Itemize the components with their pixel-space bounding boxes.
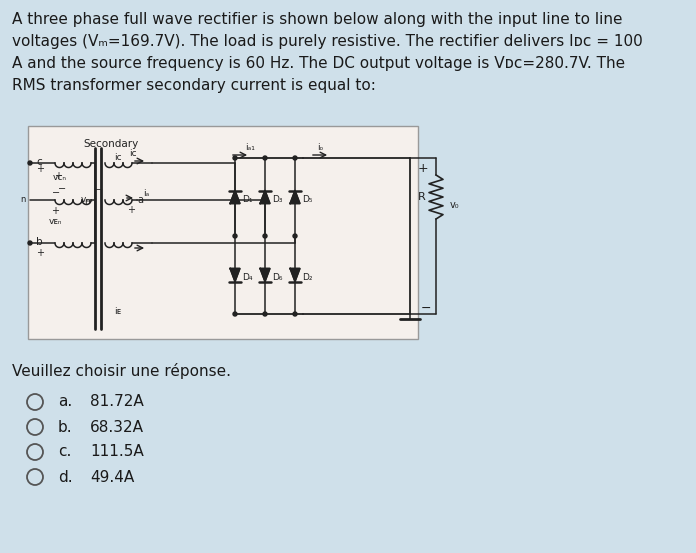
Text: −: − xyxy=(421,301,432,315)
Bar xyxy=(28,126,418,339)
Circle shape xyxy=(28,161,32,165)
Text: 68.32A: 68.32A xyxy=(90,420,144,435)
Text: −: − xyxy=(58,184,66,194)
Text: D₁: D₁ xyxy=(242,195,253,204)
Text: d.: d. xyxy=(58,469,72,484)
Circle shape xyxy=(263,234,267,238)
Text: A three phase full wave rectifier is shown below along with the input line to li: A three phase full wave rectifier is sho… xyxy=(12,12,622,27)
Circle shape xyxy=(293,312,297,316)
Text: A and the source frequency is 60 Hz. The DC output voltage is Vᴅᴄ=280.7V. The: A and the source frequency is 60 Hz. The… xyxy=(12,56,625,71)
Text: Secondary: Secondary xyxy=(83,139,139,149)
Polygon shape xyxy=(230,269,240,281)
Text: 81.72A: 81.72A xyxy=(90,394,144,410)
Text: vₐₙ: vₐₙ xyxy=(81,196,93,205)
Text: a: a xyxy=(137,195,143,205)
Text: b.: b. xyxy=(58,420,72,435)
Circle shape xyxy=(233,234,237,238)
Text: vᴄₙ: vᴄₙ xyxy=(53,174,67,182)
Circle shape xyxy=(263,156,267,160)
Text: D₂: D₂ xyxy=(302,273,313,281)
Circle shape xyxy=(263,312,267,316)
Text: a.: a. xyxy=(58,394,72,410)
Circle shape xyxy=(233,156,237,160)
Text: +: + xyxy=(54,171,62,181)
Text: +: + xyxy=(36,164,44,174)
Text: −: − xyxy=(95,185,103,195)
Text: D₆: D₆ xyxy=(272,273,283,281)
Text: iₒ: iₒ xyxy=(317,143,323,153)
Text: R: R xyxy=(418,192,426,202)
Text: iₐ₁: iₐ₁ xyxy=(245,143,255,153)
Text: RMS transformer secondary current is equal to:: RMS transformer secondary current is equ… xyxy=(12,78,376,93)
Text: v₀: v₀ xyxy=(450,200,459,210)
Polygon shape xyxy=(290,269,300,281)
Text: iᴄ: iᴄ xyxy=(129,149,137,158)
Text: +: + xyxy=(418,161,428,175)
Text: +: + xyxy=(36,248,44,258)
Text: b: b xyxy=(36,237,42,247)
Text: iₐ: iₐ xyxy=(143,189,149,197)
Text: −: − xyxy=(52,188,60,198)
Text: 49.4A: 49.4A xyxy=(90,469,134,484)
Text: n: n xyxy=(84,197,90,206)
Text: +: + xyxy=(127,205,135,215)
Text: iᴄ: iᴄ xyxy=(114,154,122,163)
Polygon shape xyxy=(260,269,270,281)
Polygon shape xyxy=(260,190,270,204)
Text: n: n xyxy=(21,196,26,205)
Text: iᴇ: iᴇ xyxy=(114,306,122,316)
Polygon shape xyxy=(290,190,300,204)
Circle shape xyxy=(233,312,237,316)
Text: voltages (Vₘ=169.7V). The load is purely resistive. The rectifier delivers Iᴅᴄ =: voltages (Vₘ=169.7V). The load is purely… xyxy=(12,34,642,49)
Circle shape xyxy=(293,234,297,238)
Circle shape xyxy=(293,156,297,160)
Polygon shape xyxy=(230,190,240,204)
Text: vᴇₙ: vᴇₙ xyxy=(48,217,62,226)
Text: Veuillez choisir une réponse.: Veuillez choisir une réponse. xyxy=(12,363,231,379)
Circle shape xyxy=(28,241,32,245)
Text: D₄: D₄ xyxy=(242,273,253,281)
Text: +: + xyxy=(51,206,59,216)
Text: D₃: D₃ xyxy=(272,195,283,204)
Text: c.: c. xyxy=(58,445,72,460)
Text: D₅: D₅ xyxy=(302,195,313,204)
Text: c: c xyxy=(36,157,42,167)
Text: 111.5A: 111.5A xyxy=(90,445,144,460)
